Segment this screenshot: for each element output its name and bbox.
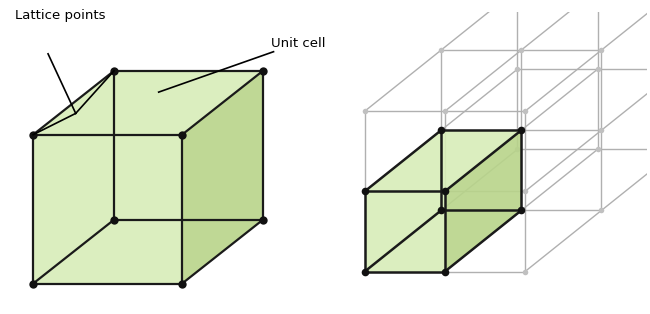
Polygon shape xyxy=(445,130,521,272)
Polygon shape xyxy=(365,130,521,191)
Text: Lattice points: Lattice points xyxy=(15,9,105,22)
Polygon shape xyxy=(365,191,445,272)
Polygon shape xyxy=(33,135,182,284)
Polygon shape xyxy=(33,71,263,135)
Polygon shape xyxy=(182,71,263,284)
Text: Unit cell: Unit cell xyxy=(272,36,326,50)
